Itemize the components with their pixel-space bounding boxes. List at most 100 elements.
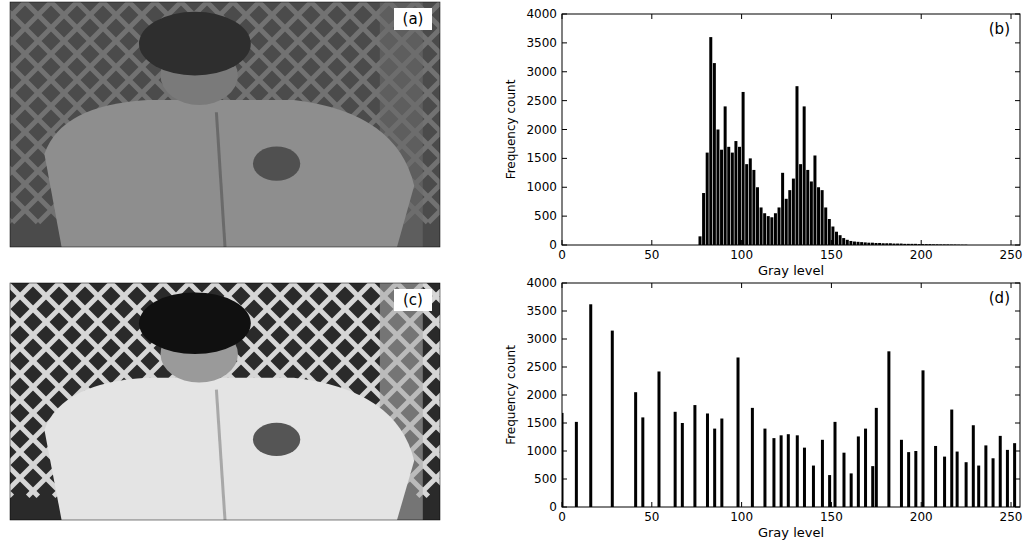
bar (611, 331, 614, 507)
histogram-bar (846, 240, 849, 245)
bar (887, 351, 890, 507)
bar (834, 422, 837, 507)
y-tick-label: 2000 (526, 388, 557, 402)
bar (737, 357, 740, 507)
x-tick-label: 100 (730, 510, 753, 524)
photo-content (10, 283, 440, 520)
photo-background (10, 2, 440, 247)
y-tick (562, 187, 567, 188)
bar (713, 429, 716, 507)
histogram-bar (702, 193, 705, 245)
histogram-bar (709, 37, 712, 245)
histogram-bar (853, 242, 856, 245)
histogram-bar (734, 141, 737, 245)
y-tick-right (1015, 311, 1020, 312)
bar (693, 405, 696, 507)
panel-label: (c) (403, 291, 423, 309)
bar (812, 466, 815, 507)
y-tick-label: 1500 (526, 416, 557, 430)
bar (589, 304, 592, 507)
y-tick-right (1015, 367, 1020, 368)
bar (780, 435, 783, 507)
x-tick-label: 0 (558, 510, 566, 524)
y-tick-label: 500 (534, 472, 557, 486)
x-tick-top (562, 283, 563, 288)
histogram-bar (770, 217, 773, 245)
histogram-bar (835, 232, 838, 245)
histogram-bar (731, 153, 734, 245)
histogram-bar (781, 173, 784, 245)
y-tick-right (1015, 339, 1020, 340)
plot-frame (562, 283, 1020, 507)
y-tick (562, 42, 567, 43)
bar (803, 448, 806, 507)
y-tick-label: 2500 (526, 360, 557, 374)
emblem (253, 423, 300, 456)
y-tick-right (1015, 507, 1020, 508)
x-tick-top (741, 283, 742, 288)
x-tick-top (1011, 14, 1012, 19)
x-tick-label: 0 (558, 248, 566, 262)
bar (842, 453, 845, 507)
y-axis-title: Frequency count (504, 345, 518, 445)
histogram-bar (756, 187, 759, 245)
zipper (216, 390, 225, 520)
bar (984, 445, 987, 507)
label-patch (394, 289, 432, 311)
x-tick-top (651, 283, 652, 288)
y-tick (562, 158, 567, 159)
x-tick (921, 240, 922, 245)
y-tick-label: 2000 (526, 123, 557, 137)
y-tick-right (1015, 479, 1020, 480)
x-tick-top (651, 14, 652, 19)
x-tick-label: 250 (1000, 248, 1023, 262)
histogram-bar (742, 92, 745, 245)
x-tick (651, 502, 652, 507)
bar (950, 410, 953, 507)
jacket (44, 100, 414, 247)
x-axis-title: Gray level (758, 525, 824, 540)
histogram-bar (803, 106, 806, 245)
y-tick (562, 311, 567, 312)
x-tick (741, 240, 742, 245)
histogram-bar (760, 207, 763, 245)
photo: (a) (0, 2, 896, 247)
histogram-bar (799, 164, 802, 245)
y-tick-label: 3500 (526, 304, 557, 318)
hair (139, 12, 251, 76)
bar (1006, 450, 1009, 507)
bar (943, 457, 946, 507)
bar (977, 466, 980, 507)
x-tick-top (1011, 283, 1012, 288)
bars (699, 37, 968, 245)
chart: 0501001502002500500100015002000250030003… (504, 7, 1022, 278)
y-tick (562, 507, 567, 508)
y-tick-right (1015, 451, 1020, 452)
y-tick-label: 0 (549, 500, 557, 514)
x-tick-top (741, 14, 742, 19)
histogram-bar (813, 155, 816, 245)
y-tick (562, 395, 567, 396)
histogram-bar (821, 190, 824, 245)
bar (763, 429, 766, 507)
x-tick-top (562, 14, 563, 19)
bar (772, 438, 775, 507)
histogram-bar (849, 241, 852, 245)
bar (641, 417, 644, 507)
x-tick (921, 502, 922, 507)
x-tick (651, 240, 652, 245)
histogram-bar (738, 147, 741, 245)
y-tick-right (1015, 129, 1020, 130)
y-tick (562, 245, 567, 246)
bar (956, 452, 959, 507)
bar (796, 435, 799, 507)
y-tick (562, 71, 567, 72)
y-tick (562, 100, 567, 101)
bar (575, 422, 578, 507)
y-axis-title: Frequency count (504, 79, 518, 179)
hair (139, 292, 251, 354)
y-tick-right (1015, 187, 1020, 188)
histogram-bar (806, 170, 809, 245)
y-tick-label: 1000 (526, 180, 557, 194)
bar (965, 462, 968, 507)
